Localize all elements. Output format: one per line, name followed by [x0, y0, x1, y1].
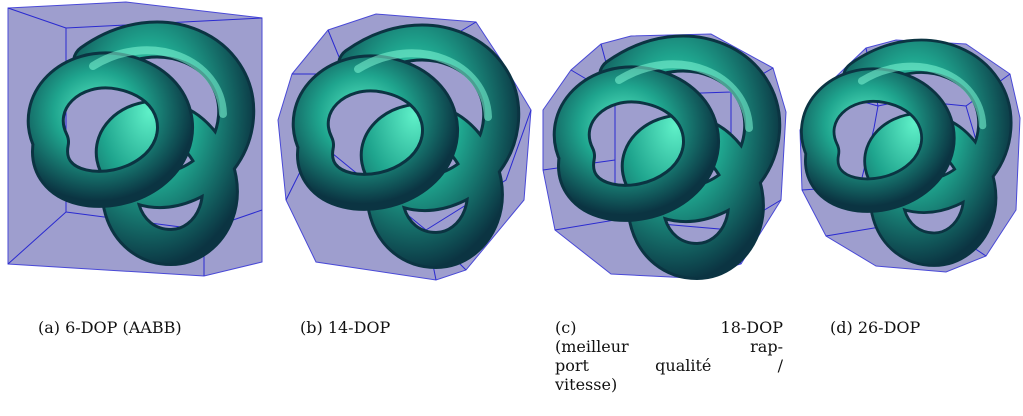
panel-c	[541, 0, 787, 285]
caption-c-line: (c)	[555, 318, 577, 337]
dop14-diagram	[277, 13, 532, 281]
caption-a: (a) 6-DOP (AABB)	[38, 318, 182, 337]
caption-c-line: (meilleur	[555, 337, 629, 356]
caption-c-line: qualité	[655, 356, 712, 375]
caption-d: (d) 26-DOP	[830, 318, 921, 337]
dop18-diagram	[542, 33, 787, 285]
dop26-diagram	[799, 0, 1021, 273]
caption-c-line: port	[555, 356, 589, 375]
panel-a	[6, 0, 264, 285]
panel-d	[796, 0, 1022, 285]
caption-c-line: /	[777, 356, 783, 375]
caption-c-line: rap-	[750, 337, 783, 356]
caption-c-line: 18-DOP	[720, 318, 783, 337]
caption-c-line: vitesse)	[555, 375, 618, 394]
aabb-diagram	[7, 1, 263, 277]
caption-b: (b) 14-DOP	[300, 318, 391, 337]
caption-c: (c) 18-DOP (meilleur rap- port qualité /…	[555, 318, 783, 394]
panel-b	[276, 0, 532, 285]
